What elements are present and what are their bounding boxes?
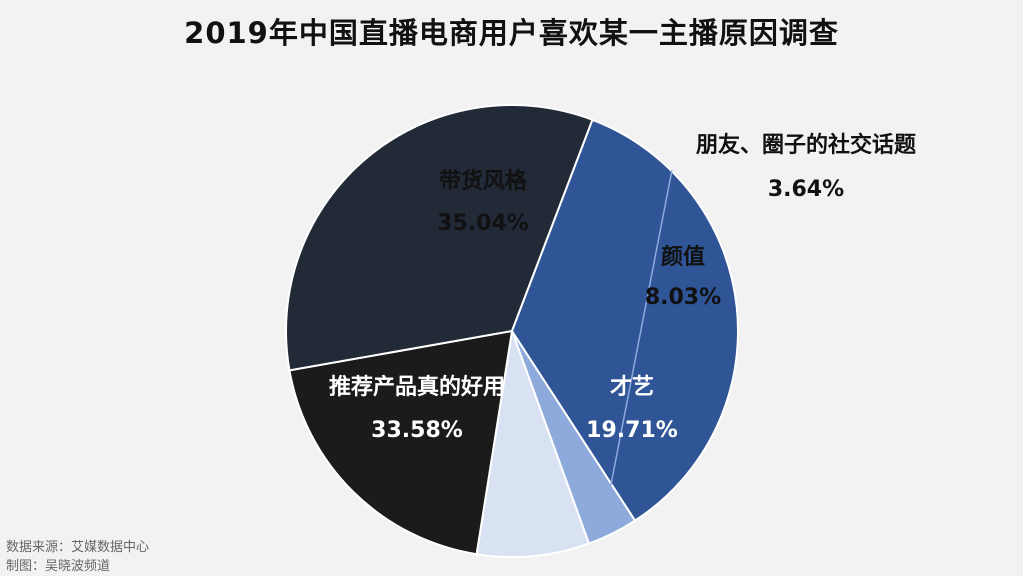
slice-label: 推荐产品真的好用 <box>329 374 505 400</box>
slice-value-label: 3.64% <box>768 177 844 202</box>
slice-value-label: 35.04% <box>437 211 529 236</box>
chart-credit: 制图：吴晓波频道 <box>6 559 111 574</box>
slice-label: 带货风格 <box>439 168 528 194</box>
chart-title: 2019年中国直播电商用户喜欢某一主播原因调查 <box>184 16 839 50</box>
pie-slice <box>510 118 739 522</box>
pie-slice <box>288 329 514 556</box>
slice-label: 朋友、圈子的社交话题 <box>696 132 917 158</box>
slice-value-label: 33.58% <box>371 418 463 443</box>
data-source: 数据来源：艾媒数据中心 <box>6 540 150 555</box>
slice-value-label: 8.03% <box>645 285 721 310</box>
slice-label: 才艺 <box>610 374 654 400</box>
pie-slice <box>285 104 594 372</box>
pie-slice <box>475 330 591 558</box>
leader-line <box>603 169 673 518</box>
slice-value-label: 19.71% <box>586 418 678 443</box>
slice-label: 颜值 <box>661 244 705 270</box>
